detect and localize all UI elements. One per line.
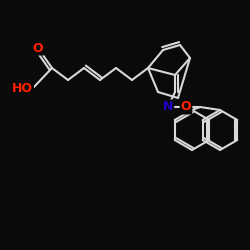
Text: O: O <box>181 100 191 114</box>
Text: HO: HO <box>12 82 33 94</box>
Text: N: N <box>163 100 173 114</box>
Text: O: O <box>33 42 43 54</box>
